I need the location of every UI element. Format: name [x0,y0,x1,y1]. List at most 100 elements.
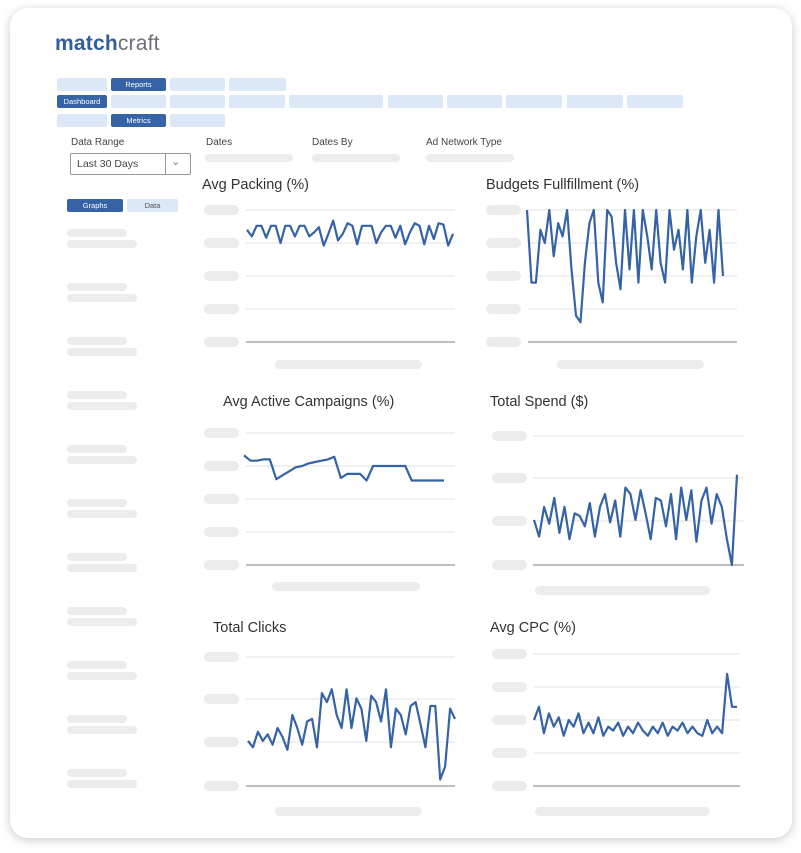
y-tick-placeholder [204,428,239,438]
y-tick-placeholder [492,473,527,483]
data-range-label: Data Range [71,137,125,148]
logo-part-2: craft [117,32,160,55]
y-tick-placeholder [492,431,527,441]
y-tick-placeholder [492,560,527,570]
tab-data[interactable]: Data [127,199,178,212]
sidebar-placeholder [67,769,127,777]
y-tick-placeholder [204,337,239,347]
x-label-placeholder [535,586,710,595]
sidebar-placeholder [67,618,137,626]
sidebar-placeholder [67,294,137,302]
chart-title: Avg Packing (%) [202,177,309,193]
nav-placeholder[interactable] [170,114,225,127]
y-tick-placeholder [204,737,239,747]
x-label-placeholder [557,360,704,369]
sidebar-placeholder [67,672,137,680]
sidebar-placeholder [67,391,127,399]
nav-placeholder[interactable] [506,95,562,108]
series-line [243,454,444,482]
y-tick-placeholder [492,715,527,725]
sidebar-placeholder [67,456,137,464]
y-tick-placeholder [492,649,527,659]
x-label-placeholder [275,360,422,369]
y-tick-placeholder [204,781,239,791]
nav-placeholder[interactable] [229,95,285,108]
data-range-value: Last 30 Days [77,158,139,170]
y-tick-placeholder [492,748,527,758]
y-tick-placeholder [492,781,527,791]
sidebar-placeholder [67,229,127,237]
sidebar-placeholder [67,402,137,410]
y-tick-placeholder [204,304,239,314]
sidebar-placeholder [67,661,127,669]
series-line [247,688,456,781]
sidebar-placeholder [67,499,127,507]
sidebar-placeholder [67,510,137,518]
y-tick-placeholder [486,271,521,281]
nav-placeholder[interactable] [289,95,383,108]
y-tick-placeholder [204,560,239,570]
chevron-down-icon[interactable]: ⌄ [171,156,181,168]
sidebar-placeholder [67,780,137,788]
y-tick-placeholder [204,694,239,704]
y-tick-placeholder [486,304,521,314]
sidebar-placeholder [67,726,137,734]
nav-dashboard[interactable]: Dashboard [57,95,107,108]
ad-network-type-field[interactable] [426,154,514,162]
nav-placeholder[interactable] [447,95,502,108]
y-tick-placeholder [486,238,521,248]
series-line [532,474,739,567]
y-tick-placeholder [486,337,521,347]
dates-by-label: Dates By [312,137,353,148]
series-line [246,219,455,247]
nav-placeholder[interactable] [111,95,166,108]
nav-placeholder[interactable] [627,95,683,108]
nav-placeholder[interactable] [170,95,225,108]
y-tick-placeholder [204,461,239,471]
chart-title: Total Spend ($) [490,394,589,410]
dates-field[interactable] [205,154,293,162]
nav-metrics[interactable]: Metrics [111,114,166,127]
y-tick-placeholder [492,516,527,526]
chart-title: Avg Active Campaigns (%) [223,394,395,410]
y-tick-placeholder [486,205,521,215]
series-line [525,208,725,324]
y-tick-placeholder [492,682,527,692]
dates-by-field[interactable] [312,154,400,162]
tab-graphs[interactable]: Graphs [67,199,123,212]
nav-placeholder[interactable] [388,95,443,108]
sidebar-placeholder [67,607,127,615]
x-label-placeholder [272,582,420,591]
chart-title: Budgets Fullfillment (%) [486,177,640,193]
sidebar-placeholder [67,240,137,248]
nav-placeholder[interactable] [170,78,225,91]
dates-label: Dates [206,137,233,148]
y-tick-placeholder [204,238,239,248]
sidebar-placeholder [67,445,127,453]
ad-network-type-label: Ad Network Type [426,137,502,148]
nav-reports[interactable]: Reports [111,78,166,91]
x-label-placeholder [535,807,710,816]
x-label-placeholder [275,807,422,816]
nav-placeholder[interactable] [57,114,107,127]
logo-part-1: match [55,32,118,55]
y-tick-placeholder [204,527,239,537]
y-tick-placeholder [204,494,239,504]
nav-placeholder[interactable] [229,78,286,91]
sidebar-placeholder [67,337,127,345]
series-line [532,672,737,737]
y-tick-placeholder [204,205,239,215]
chart-title: Total Clicks [213,620,287,636]
sidebar-placeholder [67,283,127,291]
y-tick-placeholder [204,652,239,662]
chart-title: Avg CPC (%) [490,620,576,636]
nav-placeholder[interactable] [57,78,107,91]
nav-placeholder[interactable] [567,95,623,108]
y-tick-placeholder [204,271,239,281]
select-divider [165,154,166,174]
sidebar-placeholder [67,553,127,561]
data-range-select[interactable]: Last 30 Days ⌄ [70,153,191,175]
sidebar-placeholder [67,715,127,723]
sidebar-placeholder [67,564,137,572]
